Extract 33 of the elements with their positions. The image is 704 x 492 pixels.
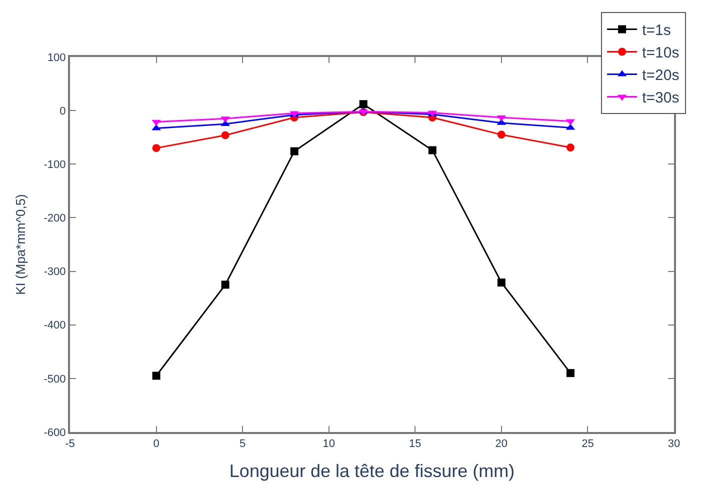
legend-label: t=10s [642,44,680,62]
point [221,280,230,289]
x-tick-label: 25 [582,438,594,450]
point [221,131,230,140]
y-tick-label: 0 [60,105,66,118]
y-tick-label: -200 [44,212,66,225]
point [428,146,436,154]
point [497,278,506,287]
point [497,130,506,139]
x-tick-label: 5 [240,438,246,450]
x-tick-label: 0 [153,438,160,450]
y-tick-label: -300 [44,266,66,278]
point [152,372,160,380]
x-tick-label: 10 [322,438,335,450]
x-tick-label: 15 [409,438,422,450]
legend-label: t=1s [642,22,671,40]
y-tick-label: -600 [44,426,66,439]
legend-label: t=20s [642,67,680,84]
y-tick-label: 100 [47,52,66,64]
y-tick-label: -100 [44,158,66,171]
y-tick-label: -400 [44,320,66,332]
point [566,144,574,152]
point [290,147,298,156]
legend-label: t=30s [642,90,680,107]
point [359,100,368,108]
x-tick-label: 30 [668,438,680,450]
x-axis-title: Longueur de la tête de fissure (mm) [229,460,515,481]
y-axis-title: KI (Mpa*mm^0,5) [13,194,28,295]
point [566,369,574,378]
x-tick-label: -5 [65,438,75,450]
point [152,144,160,152]
y-tick-label: -500 [44,373,66,386]
x-tick-label: 20 [495,438,508,450]
